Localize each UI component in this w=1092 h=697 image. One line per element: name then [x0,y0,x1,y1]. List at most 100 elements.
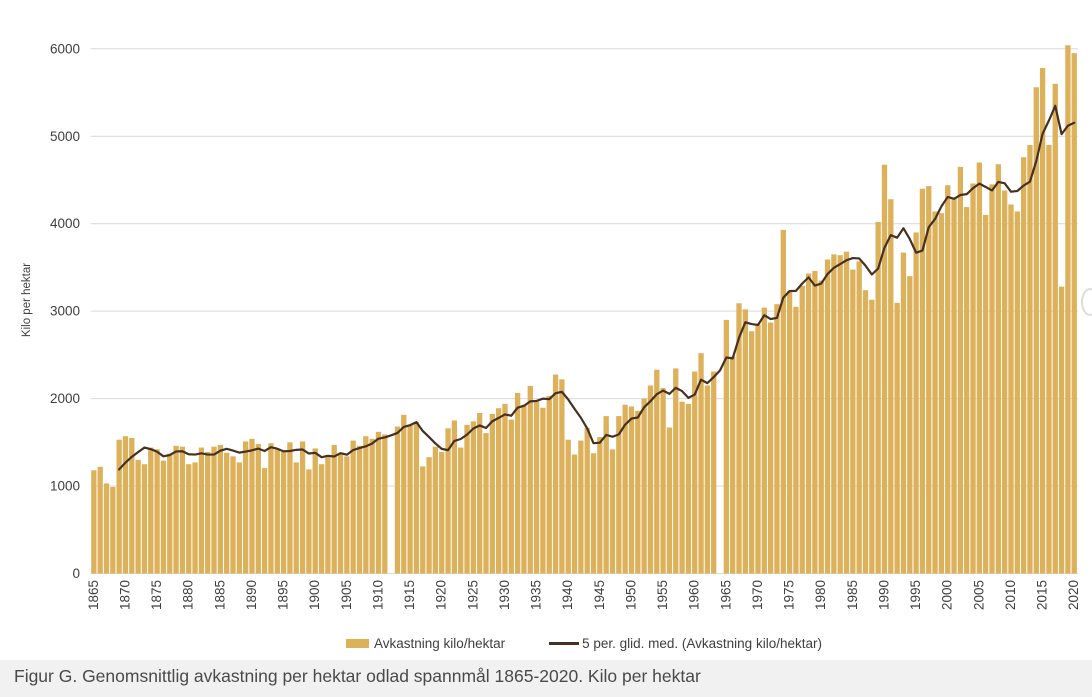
bar-1951 [635,410,641,574]
bar-1962 [704,385,711,574]
bar-1918 [426,457,432,574]
bar-1938 [552,374,559,574]
bar-1929 [496,408,502,574]
bar-1878 [173,445,179,574]
bar-1914 [401,414,407,574]
x-tick-label-1870: 1870 [117,580,132,610]
bar-1973 [774,304,780,574]
x-tick-label-1955: 1955 [655,580,670,610]
y-tick-label-1000: 1000 [50,479,80,494]
bar-1976 [793,306,799,574]
bar-2012 [1020,157,1027,574]
bar-1983 [837,255,843,574]
bar-1873 [141,464,148,574]
y-tick-label-5000: 5000 [50,129,80,144]
bar-1989 [875,221,881,574]
x-tick-label-1935: 1935 [529,580,544,610]
x-tick-label-1915: 1915 [402,580,417,610]
bar-1967 [736,303,742,574]
bar-2009 [1002,190,1008,574]
bar-1980 [818,280,824,574]
bar-1999 [938,213,945,574]
bar-1898 [299,441,306,574]
y-tick-label-0: 0 [72,566,80,581]
bar-1927 [483,433,489,574]
bar-1940 [565,439,571,574]
bar-1868 [110,486,116,574]
x-tick-label-1875: 1875 [149,580,164,610]
x-tick-label-1910: 1910 [370,580,385,610]
x-tick-label-1940: 1940 [560,580,575,610]
bar-1884 [211,446,217,574]
bar-1939 [559,379,565,574]
bar-1979 [812,270,818,574]
right-edge-widget-fragment [1081,288,1092,316]
bar-1911 [382,434,388,574]
bar-1888 [236,462,242,574]
bar-1908 [363,436,369,574]
bar-1866 [97,466,103,574]
bar-1890 [249,438,255,574]
x-tick-label-1990: 1990 [876,580,891,610]
bar-series-label: Avkastning kilo/hektar [374,636,506,651]
bar-1925 [470,421,476,574]
bar-1965 [723,319,729,574]
bar-1917 [420,466,426,574]
bar-1921 [445,428,451,574]
bar-1969 [749,331,755,574]
bar-1870 [122,436,129,574]
x-tick-label-1885: 1885 [212,580,227,610]
bar-1971 [761,307,767,574]
x-tick-label-1880: 1880 [181,580,196,610]
bar-1928 [489,413,495,574]
x-tick-label-1975: 1975 [782,580,797,610]
bar-1865 [91,470,97,574]
x-tick-label-1995: 1995 [908,580,923,610]
bar-1887 [230,456,236,574]
bar-1960 [692,371,698,574]
bar-2000 [945,185,951,574]
bar-1966 [730,356,736,574]
bar-1968 [742,309,748,574]
bar-1948 [616,416,622,574]
bar-2004 [970,183,976,574]
y-axis-title: Kilo per hektar [21,263,33,337]
bar-1988 [869,299,875,574]
moving-average-polyline [118,104,1076,471]
bar-1906 [350,440,356,574]
bar-1994 [907,276,913,574]
bar-2011 [1014,211,1020,574]
x-tick-label-1965: 1965 [718,580,733,610]
x-tick-label-2010: 2010 [1003,580,1018,610]
bar-1881 [192,462,198,574]
bar-1991 [888,199,894,574]
bar-1886 [224,452,230,574]
bar-2005 [976,162,982,574]
bar-2016 [1046,145,1052,574]
bar-1882 [198,447,205,574]
bar-1998 [932,211,938,574]
bar-1984 [843,251,850,574]
bar-1941 [571,454,578,574]
bar-1986 [856,261,862,574]
bar-1946 [603,416,609,574]
bar-1903 [331,444,337,574]
bar-1919 [432,446,439,574]
x-tick-label-1890: 1890 [244,580,259,610]
x-tick-label-1945: 1945 [592,580,607,610]
x-tick-label-2020: 2020 [1066,580,1081,610]
bar-1937 [546,395,552,574]
bar-1975 [786,291,793,574]
bar-1932 [514,392,521,574]
legend-item-bars: Avkastning kilo/hektar [346,636,505,651]
bar-1915 [407,424,413,574]
bar-2018 [1058,286,1065,574]
bar-2013 [1027,145,1033,574]
bar-1943 [584,427,590,574]
bar-2010 [1008,204,1014,574]
x-tick-label-1920: 1920 [434,580,449,610]
y-axis-labels: 0 1000 2000 3000 4000 5000 6000 [50,41,80,581]
bar-1897 [293,462,299,574]
bar-1889 [243,441,249,574]
bar-2020 [1071,53,1077,574]
